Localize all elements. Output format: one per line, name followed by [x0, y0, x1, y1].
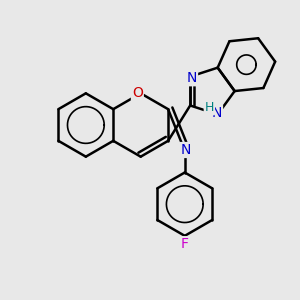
- Text: N: N: [180, 143, 191, 157]
- Text: H: H: [205, 101, 214, 114]
- Text: F: F: [181, 237, 189, 251]
- Text: N: N: [212, 106, 222, 120]
- Text: N: N: [187, 71, 197, 85]
- Text: O: O: [132, 86, 143, 100]
